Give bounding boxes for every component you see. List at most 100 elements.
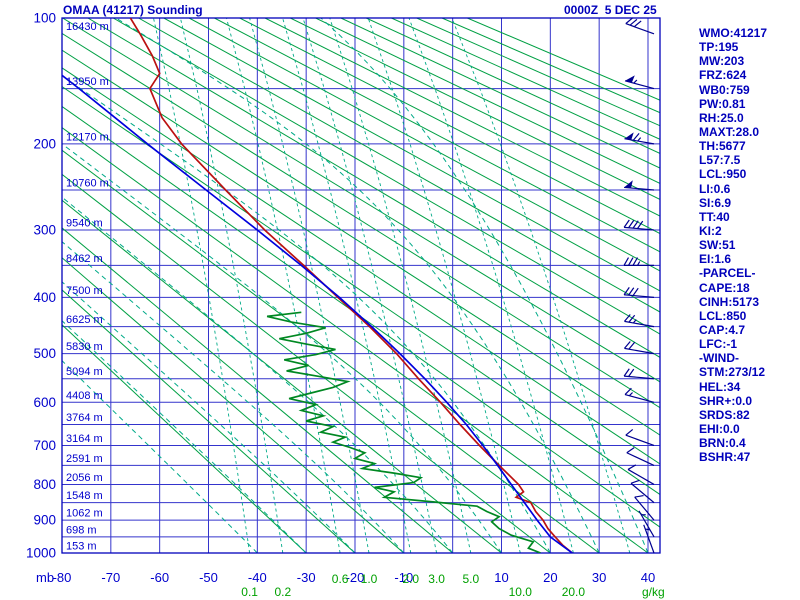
svg-text:800: 800 xyxy=(33,477,56,492)
stat-line: BRN:0.4 xyxy=(699,436,746,451)
stat-line: HEL:34 xyxy=(699,379,741,394)
svg-text:-50: -50 xyxy=(199,570,218,585)
svg-text:3.0: 3.0 xyxy=(428,572,445,586)
mixing-ratio-lines xyxy=(153,18,631,553)
stat-line: CAPE:18 xyxy=(699,280,750,295)
svg-text:0.6: 0.6 xyxy=(332,572,349,586)
stat-line: -WIND- xyxy=(699,351,739,366)
svg-text:900: 900 xyxy=(33,513,56,528)
svg-text:0.1: 0.1 xyxy=(241,585,258,599)
chart-datetime: 0000Z 5 DEC 25 xyxy=(564,3,657,17)
stat-line: MW:203 xyxy=(699,54,745,69)
dewpoint-trace xyxy=(266,311,541,553)
svg-text:20.0: 20.0 xyxy=(562,585,586,599)
svg-text:1.0: 1.0 xyxy=(361,572,378,586)
svg-text:30: 30 xyxy=(592,570,606,585)
svg-text:5094 m: 5094 m xyxy=(66,366,103,378)
stat-line: LCL:850 xyxy=(699,308,747,323)
mixing-ratio-labels: 0.1 0.2 0.6 1.0 2.0 3.0 5.0 10.0 20.0 g/kg xyxy=(241,572,664,599)
svg-text:mb: mb xyxy=(36,570,54,585)
svg-text:4408 m: 4408 m xyxy=(66,390,103,402)
stat-line: SHR+:0.0 xyxy=(699,393,753,408)
svg-text:6625 m: 6625 m xyxy=(66,314,103,326)
svg-text:1062 m: 1062 m xyxy=(66,508,103,520)
svg-text:7500 m: 7500 m xyxy=(66,285,103,297)
stat-line: LCL:950 xyxy=(699,167,747,182)
svg-text:700: 700 xyxy=(33,438,56,453)
stats-panel: WMO:41217 TP:195 MW:203 FRZ:624 WB0:759 PW:0.… xyxy=(699,26,767,464)
stat-line: BSHR:47 xyxy=(699,450,751,465)
pressure-axis-labels: 100 200 300 400 500 600 700 800 900 1000 xyxy=(26,11,56,561)
stat-line: STM:273/12 xyxy=(699,365,766,380)
svg-text:8462 m: 8462 m xyxy=(66,253,103,265)
parcel-trace xyxy=(62,74,573,553)
svg-text:300: 300 xyxy=(33,222,56,237)
stat-line: SW:51 xyxy=(699,238,736,253)
svg-text:-10: -10 xyxy=(394,570,413,585)
height-labels: 16430 m 13950 m 12170 m 10760 m 9540 m 8462 m… xyxy=(66,21,109,553)
svg-text:10: 10 xyxy=(494,570,508,585)
stat-line: L57:7.5 xyxy=(699,153,741,168)
stat-line: CINH:5173 xyxy=(699,294,760,309)
stat-line: KI:2 xyxy=(699,223,722,238)
svg-text:1548 m: 1548 m xyxy=(66,490,103,502)
stat-line: MAXT:28.0 xyxy=(699,124,760,139)
svg-text:g/kg: g/kg xyxy=(642,585,665,599)
svg-text:10760 m: 10760 m xyxy=(66,178,109,190)
stat-line: PW:0.81 xyxy=(699,96,746,111)
svg-text:600: 600 xyxy=(33,395,56,410)
svg-text:16430 m: 16430 m xyxy=(66,21,109,33)
stat-line: WB0:759 xyxy=(699,82,750,97)
svg-text:-20: -20 xyxy=(346,570,365,585)
stat-line: EHI:0.0 xyxy=(699,421,740,436)
stat-line: TP:195 xyxy=(699,40,739,55)
stat-line: SRDS:82 xyxy=(699,407,750,422)
stat-line: LI:0.6 xyxy=(699,181,731,196)
stat-line: EI:1.6 xyxy=(699,252,732,267)
stat-line: TH:5677 xyxy=(699,139,746,154)
svg-text:200: 200 xyxy=(33,136,56,151)
stat-line: TT:40 xyxy=(699,209,730,224)
svg-text:153 m: 153 m xyxy=(66,541,97,553)
svg-text:-70: -70 xyxy=(101,570,120,585)
svg-text:2591 m: 2591 m xyxy=(66,453,103,465)
svg-text:-30: -30 xyxy=(297,570,316,585)
svg-text:698 m: 698 m xyxy=(66,524,97,536)
svg-text:5830 m: 5830 m xyxy=(66,341,103,353)
svg-text:0.2: 0.2 xyxy=(274,585,291,599)
stat-line: FRZ:624 xyxy=(699,68,747,83)
svg-text:10.0: 10.0 xyxy=(509,585,533,599)
svg-text:5.0: 5.0 xyxy=(462,572,479,586)
svg-text:-60: -60 xyxy=(150,570,169,585)
svg-text:500: 500 xyxy=(33,346,56,361)
svg-text:2.0: 2.0 xyxy=(402,572,419,586)
stat-line: LFC:-1 xyxy=(699,337,737,352)
svg-text:-80: -80 xyxy=(53,570,72,585)
temperature-trace xyxy=(129,18,573,553)
dry-adiabats xyxy=(62,18,660,553)
svg-text:-40: -40 xyxy=(248,570,267,585)
svg-text:13950 m: 13950 m xyxy=(66,76,109,88)
svg-text:3164 m: 3164 m xyxy=(66,433,103,445)
svg-text:1000: 1000 xyxy=(26,546,56,561)
chart-title: OMAA (41217) Sounding xyxy=(63,3,203,17)
stat-line: SI:6.9 xyxy=(699,195,732,210)
svg-text:20: 20 xyxy=(543,570,557,585)
chart-border xyxy=(61,17,661,554)
svg-text:9540 m: 9540 m xyxy=(66,217,103,229)
svg-text:3764 m: 3764 m xyxy=(66,412,103,424)
pressure-temperature-grid xyxy=(61,17,660,554)
stat-line: RH:25.0 xyxy=(699,110,744,125)
svg-text:2056 m: 2056 m xyxy=(66,472,103,484)
stat-line: -PARCEL- xyxy=(699,266,756,281)
stat-line: CAP:4.7 xyxy=(699,322,746,337)
svg-text:400: 400 xyxy=(33,290,56,305)
stat-line: WMO:41217 xyxy=(699,26,768,40)
svg-text:12170 m: 12170 m xyxy=(66,131,109,143)
temperature-axis-labels: mb-80 -70 -60 -50 -40 -30 -20 -10 10 20 30 40 xyxy=(36,570,655,585)
svg-text:40: 40 xyxy=(641,570,655,585)
wind-barbs xyxy=(623,17,655,554)
svg-text:100: 100 xyxy=(33,11,56,26)
